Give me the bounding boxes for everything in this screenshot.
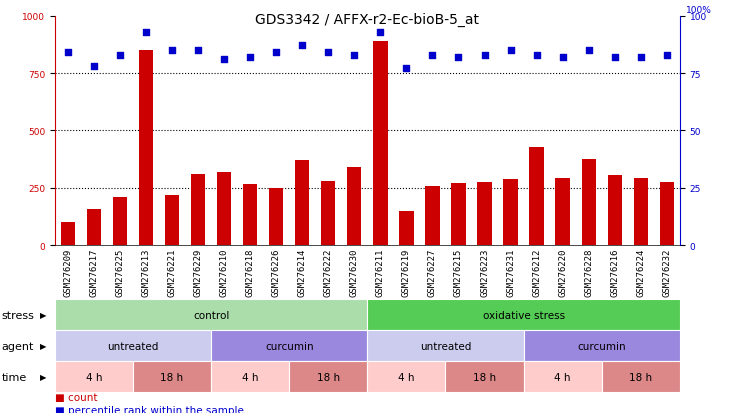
Text: GSM276226: GSM276226 bbox=[272, 248, 281, 297]
Bar bbox=[477, 183, 492, 246]
Bar bbox=[347, 168, 361, 246]
Text: GSM276224: GSM276224 bbox=[636, 248, 645, 297]
Text: GSM276216: GSM276216 bbox=[610, 248, 619, 297]
Point bbox=[452, 55, 464, 61]
Point bbox=[557, 55, 569, 61]
Bar bbox=[504, 179, 518, 246]
Text: GSM276211: GSM276211 bbox=[376, 248, 385, 297]
Text: control: control bbox=[193, 310, 230, 320]
Point bbox=[192, 47, 204, 54]
Bar bbox=[556, 178, 569, 246]
Text: ▶: ▶ bbox=[39, 342, 46, 350]
Text: untreated: untreated bbox=[420, 341, 471, 351]
Point bbox=[244, 55, 256, 61]
Bar bbox=[607, 176, 622, 246]
Text: 18 h: 18 h bbox=[317, 372, 340, 382]
Text: 4 h: 4 h bbox=[86, 372, 102, 382]
Text: GSM276225: GSM276225 bbox=[115, 248, 124, 297]
Text: GSM276220: GSM276220 bbox=[558, 248, 567, 297]
Text: oxidative stress: oxidative stress bbox=[482, 310, 564, 320]
Text: ▶: ▶ bbox=[39, 373, 46, 381]
Point bbox=[609, 55, 621, 61]
Text: ■ count: ■ count bbox=[55, 392, 97, 403]
Bar bbox=[451, 184, 466, 246]
Point bbox=[374, 29, 386, 36]
Text: GSM276212: GSM276212 bbox=[532, 248, 541, 297]
Bar bbox=[582, 160, 596, 246]
Point bbox=[479, 52, 491, 59]
Text: GSM276210: GSM276210 bbox=[219, 248, 229, 297]
Text: 4 h: 4 h bbox=[554, 372, 571, 382]
Text: 18 h: 18 h bbox=[629, 372, 652, 382]
Point bbox=[322, 50, 334, 57]
Text: stress: stress bbox=[1, 310, 34, 320]
Bar bbox=[529, 147, 544, 246]
Text: GSM276229: GSM276229 bbox=[194, 248, 202, 297]
Text: GSM276219: GSM276219 bbox=[402, 248, 411, 297]
Text: GSM276230: GSM276230 bbox=[350, 248, 359, 297]
Bar bbox=[425, 186, 439, 246]
Text: GSM276228: GSM276228 bbox=[584, 248, 593, 297]
Point bbox=[219, 57, 230, 63]
Text: GSM276231: GSM276231 bbox=[506, 248, 515, 297]
Text: 4 h: 4 h bbox=[242, 372, 258, 382]
Bar bbox=[61, 223, 75, 246]
Text: GSM276223: GSM276223 bbox=[480, 248, 489, 297]
Text: ■ percentile rank within the sample: ■ percentile rank within the sample bbox=[55, 405, 243, 413]
Bar bbox=[374, 42, 387, 246]
Point bbox=[635, 55, 647, 61]
Bar bbox=[191, 175, 205, 246]
Text: GSM276232: GSM276232 bbox=[662, 248, 671, 297]
Text: 18 h: 18 h bbox=[160, 372, 183, 382]
Text: 18 h: 18 h bbox=[473, 372, 496, 382]
Bar bbox=[269, 188, 284, 246]
Bar bbox=[321, 182, 336, 246]
Text: curcumin: curcumin bbox=[265, 341, 314, 351]
Text: time: time bbox=[1, 372, 27, 382]
Text: GSM276218: GSM276218 bbox=[246, 248, 254, 297]
Text: GSM276227: GSM276227 bbox=[428, 248, 437, 297]
Bar bbox=[295, 161, 309, 246]
Text: GDS3342 / AFFX-r2-Ec-bioB-5_at: GDS3342 / AFFX-r2-Ec-bioB-5_at bbox=[255, 12, 480, 26]
Point bbox=[427, 52, 439, 59]
Bar bbox=[243, 185, 257, 246]
Bar bbox=[399, 211, 414, 246]
Bar bbox=[659, 183, 674, 246]
Text: GSM276214: GSM276214 bbox=[298, 248, 307, 297]
Bar bbox=[139, 51, 153, 246]
Point bbox=[62, 50, 74, 57]
Text: agent: agent bbox=[1, 341, 34, 351]
Point bbox=[531, 52, 542, 59]
Bar bbox=[634, 178, 648, 246]
Text: 4 h: 4 h bbox=[398, 372, 414, 382]
Point bbox=[296, 43, 308, 50]
Point bbox=[270, 50, 282, 57]
Text: GSM276215: GSM276215 bbox=[454, 248, 463, 297]
Point bbox=[166, 47, 178, 54]
Text: GSM276217: GSM276217 bbox=[89, 248, 99, 297]
Bar bbox=[217, 172, 231, 246]
Text: curcumin: curcumin bbox=[577, 341, 626, 351]
Text: GSM276209: GSM276209 bbox=[64, 248, 72, 297]
Text: ▶: ▶ bbox=[39, 311, 46, 319]
Point bbox=[88, 64, 99, 70]
Bar bbox=[165, 195, 179, 246]
Point bbox=[140, 29, 152, 36]
Point bbox=[349, 52, 360, 59]
Point bbox=[114, 52, 126, 59]
Bar bbox=[87, 209, 101, 246]
Text: GSM276222: GSM276222 bbox=[324, 248, 333, 297]
Point bbox=[401, 66, 412, 73]
Text: untreated: untreated bbox=[107, 341, 159, 351]
Point bbox=[583, 47, 594, 54]
Text: 100%: 100% bbox=[686, 6, 712, 15]
Text: GSM276221: GSM276221 bbox=[167, 248, 176, 297]
Bar bbox=[113, 197, 127, 246]
Point bbox=[504, 47, 516, 54]
Point bbox=[661, 52, 673, 59]
Text: GSM276213: GSM276213 bbox=[142, 248, 151, 297]
